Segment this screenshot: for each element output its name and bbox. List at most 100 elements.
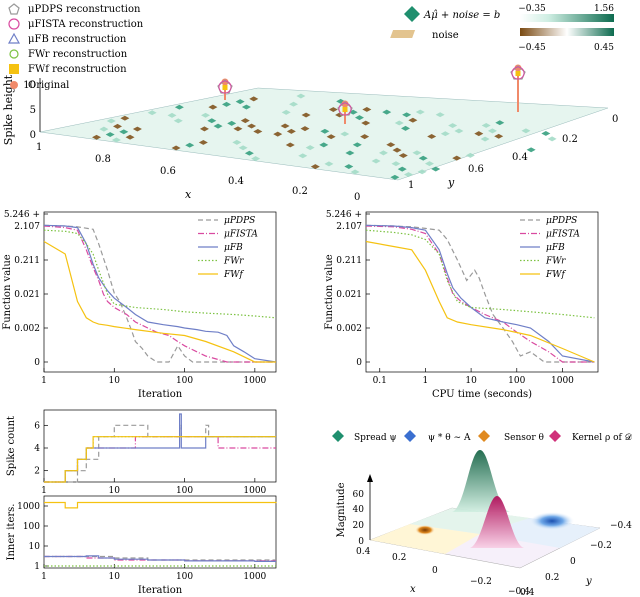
kernel-icon xyxy=(549,430,561,442)
measurement-tile xyxy=(244,150,254,156)
plot-frame xyxy=(43,495,277,569)
yt4: 0.4 xyxy=(520,588,535,597)
measurement-tile xyxy=(232,139,242,145)
measurement-tile xyxy=(201,112,211,118)
zt0: 0 xyxy=(358,537,364,547)
measurement-tile xyxy=(281,109,291,115)
measurement-tile xyxy=(521,128,531,134)
measurement-icon xyxy=(404,6,420,22)
measurement-tile xyxy=(408,117,418,123)
z-tick-0: 0 xyxy=(30,130,36,141)
measurement-tile xyxy=(386,142,396,148)
measurement-tile xyxy=(398,153,408,159)
measurement-tile xyxy=(213,123,223,129)
yt2: 0 xyxy=(570,557,576,567)
measurement-tile xyxy=(378,150,388,156)
measurement-tile xyxy=(417,169,427,175)
measurement-tiles xyxy=(92,93,557,180)
measurement-tile xyxy=(344,164,354,170)
x-tick-label: 10 xyxy=(109,376,121,386)
measurement-tile xyxy=(106,118,116,124)
measurement-tile xyxy=(310,164,320,170)
xt3: −0.2 xyxy=(470,577,492,587)
kernel-peak xyxy=(470,496,524,548)
y-axis-label: Spike count xyxy=(6,416,17,476)
measurement-tile xyxy=(465,152,475,158)
y-tick-label: 6 xyxy=(34,421,40,431)
x-tick-label: 1 xyxy=(41,376,47,386)
measurement-tile xyxy=(173,118,183,124)
top-3d-panel: 10 5 0 Spike height 1 0.8 0.6 0.4 0.2 0 … xyxy=(2,3,618,203)
measurement-tile xyxy=(403,172,413,178)
yt0: −0.4 xyxy=(610,521,632,531)
plot-frame xyxy=(365,211,599,373)
top-legend: μPDPS reconstruction μFISTA reconstructi… xyxy=(7,3,144,91)
zt1: 20 xyxy=(353,521,365,531)
legend-label-mufista: μFISTA xyxy=(546,230,580,240)
measurement-tile xyxy=(125,134,135,140)
measurement-tile xyxy=(397,166,407,172)
legend-label-mupdps: μPDPS xyxy=(224,216,255,226)
noise-label: noise xyxy=(432,30,459,41)
series-line-fwr xyxy=(43,229,277,319)
magnitude-label: Magnitude xyxy=(336,482,347,537)
y-tick-label: 0.211 xyxy=(336,256,362,266)
measurement-tile xyxy=(300,126,310,132)
measurement-tile xyxy=(147,110,157,116)
x-axis-label: Iteration xyxy=(138,389,183,400)
z-axis-label: Spike height xyxy=(2,74,15,145)
x-tick-label: 1 xyxy=(423,376,429,386)
cb2-max: 0.45 xyxy=(594,43,614,53)
series-line-fwf xyxy=(44,501,277,509)
y-tick-label: 0 xyxy=(356,358,362,368)
legend-label-mufista: μFISTA xyxy=(224,230,258,240)
measurement-tile xyxy=(99,126,109,132)
x-tick-04: 0.4 xyxy=(228,176,244,187)
legend-original-label: Original xyxy=(28,80,69,91)
y-tick-label: 0.021 xyxy=(336,290,362,300)
function-value-vs-time-chart: 0.1 1 10 100 1000 0 0.002 0.021 0.211 2.107 5.246 … xyxy=(324,210,599,400)
sensor-blob xyxy=(415,525,435,535)
measurement-tile xyxy=(390,174,400,180)
legend-fwf-marker xyxy=(9,64,19,74)
legend-label-fwf: FWf xyxy=(223,270,244,280)
floor-sensor-quadrant xyxy=(370,524,480,554)
y-axis-label: Function value xyxy=(324,254,335,330)
x-tick-label: 100 xyxy=(176,376,193,386)
y-tick-label: 5.246 + xyxy=(326,210,362,220)
series-line-mufista xyxy=(365,225,595,363)
legend-fista-label: μFISTA reconstruction xyxy=(28,19,144,30)
kernel-legend: Spread ψ ψ * θ ∼ A Sensor θ Kernel ρ of … xyxy=(332,430,633,443)
legend-fista-marker xyxy=(8,18,20,30)
xt0: 0.4 xyxy=(356,547,371,557)
measurement-tile xyxy=(174,104,184,110)
z-tick-10: 10 xyxy=(23,80,36,91)
series-line-mufb xyxy=(43,224,277,363)
xt4: −0.4 xyxy=(508,587,530,597)
measurement-tile xyxy=(273,131,283,137)
fwf-marker xyxy=(515,71,521,76)
measurement-tile xyxy=(289,101,299,107)
x-tick-label: 1000 xyxy=(243,376,266,386)
measurement-tile xyxy=(454,128,464,134)
measurement-tile xyxy=(296,93,306,99)
z-tick-5: 5 xyxy=(30,105,36,116)
measurement-tile xyxy=(286,128,296,134)
measurement-tile xyxy=(480,136,490,142)
measurement-tile xyxy=(320,128,330,134)
legend-fb-marker xyxy=(7,32,21,44)
measurement-tile xyxy=(324,161,334,167)
y-tick-02: 0.2 xyxy=(562,134,578,145)
measurement-tile xyxy=(249,96,259,102)
x-tick-label: 1000 xyxy=(243,572,266,582)
series-line-fwf xyxy=(365,240,595,363)
y-tick-label: 0.002 xyxy=(14,324,40,334)
legend-pdps-label: μPDPS reconstruction xyxy=(28,4,141,15)
measurement-tile xyxy=(435,112,445,118)
measurement-tile xyxy=(227,120,237,126)
measurement-tile xyxy=(247,123,257,129)
legend-label-fwr: FWr xyxy=(545,257,566,267)
measurement-tile xyxy=(253,128,263,134)
measurement-tile xyxy=(362,106,372,112)
measurement-tile xyxy=(350,169,360,175)
